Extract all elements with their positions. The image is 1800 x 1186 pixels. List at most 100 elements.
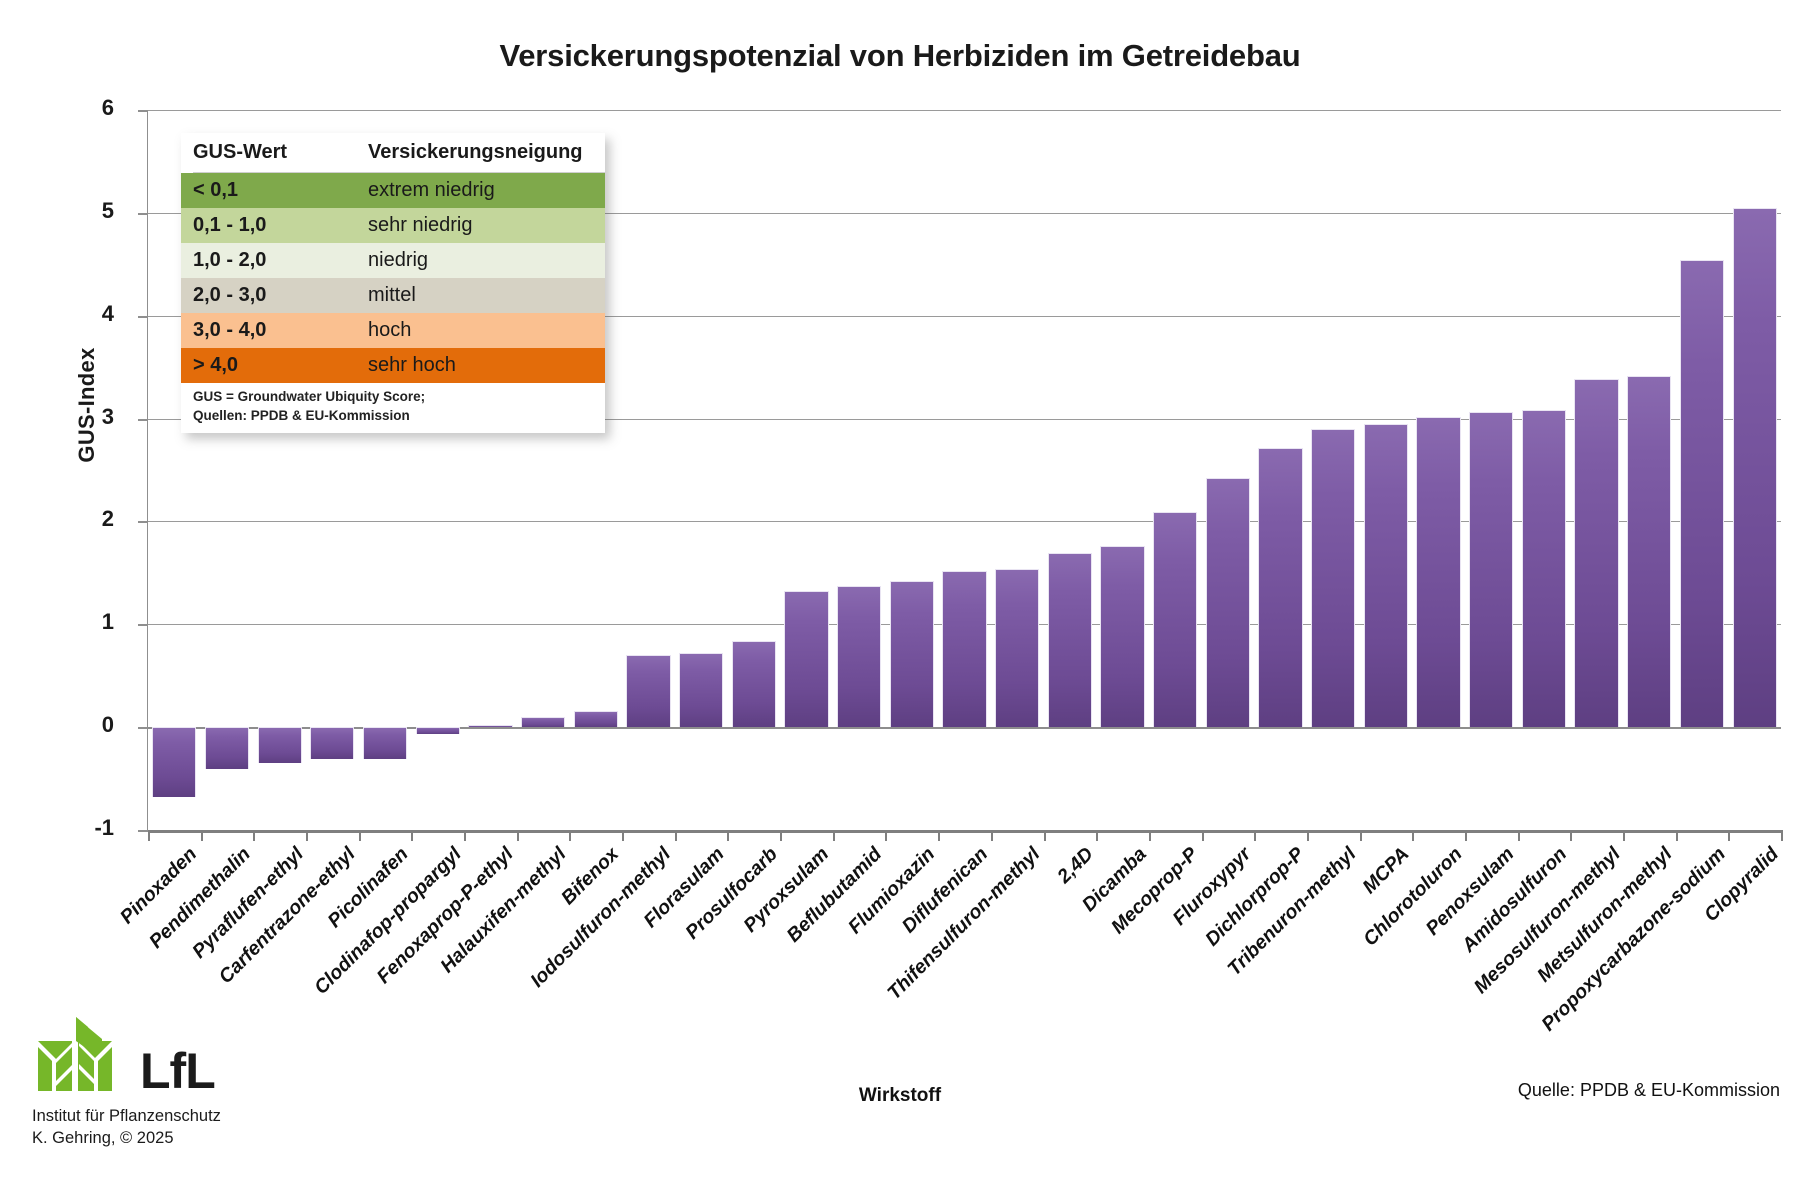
bar-slot <box>1254 110 1307 830</box>
bar[interactable] <box>1258 448 1303 728</box>
x-tick-mark <box>1570 830 1573 841</box>
x-tick-mark <box>253 830 256 841</box>
bar-slot <box>622 110 675 830</box>
y-tick-label-2: 2 <box>101 506 114 532</box>
bar[interactable] <box>1627 376 1672 728</box>
bar[interactable] <box>995 568 1040 728</box>
y-tick-mark-3 <box>138 418 148 421</box>
bar-slot <box>1570 110 1623 830</box>
bar-slot <box>1202 110 1255 830</box>
source-note: Quelle: PPDB & EU-Kommission <box>1517 1080 1780 1100</box>
bar[interactable] <box>784 591 829 728</box>
bar[interactable] <box>204 727 250 770</box>
legend-row: 2,0 - 3,0 mittel <box>181 278 605 313</box>
x-tick-mark <box>727 830 730 841</box>
bar-slot <box>1096 110 1149 830</box>
bar-slot <box>675 110 728 830</box>
bar[interactable] <box>1679 260 1725 728</box>
bar[interactable] <box>362 727 408 760</box>
bar[interactable] <box>310 727 355 760</box>
bar[interactable] <box>257 727 302 764</box>
bar-slot <box>1676 110 1729 830</box>
bar[interactable] <box>1205 478 1250 728</box>
legend-range: < 0,1 <box>193 179 239 201</box>
y-tick-label-4: 4 <box>101 300 114 326</box>
bar[interactable] <box>942 570 987 728</box>
x-tick-mark <box>832 830 835 841</box>
x-tick-mark <box>1622 830 1625 841</box>
y-tick-mark-0 <box>138 727 148 730</box>
bar-slot <box>727 110 780 830</box>
bar-slot <box>569 110 622 830</box>
x-tick-mark <box>1728 830 1731 841</box>
footer-text: Institut für Pflanzenschutz K. Gehring, … <box>32 1105 332 1150</box>
gridline-5 <box>148 212 1781 214</box>
bar[interactable] <box>1574 379 1619 728</box>
bar[interactable] <box>573 710 618 728</box>
bar[interactable] <box>1416 416 1461 728</box>
legend-note-line-1: GUS = Groundwater Ubiquity Score; <box>193 389 426 404</box>
bar-slot <box>1360 110 1413 830</box>
gridline-0 <box>148 727 1781 730</box>
bar[interactable] <box>1100 546 1145 728</box>
bar[interactable] <box>678 653 724 728</box>
bar[interactable] <box>152 727 197 798</box>
x-tick-mark <box>306 830 309 841</box>
bar[interactable] <box>731 640 776 728</box>
legend-label: mittel <box>368 284 416 306</box>
bar[interactable] <box>1521 410 1567 728</box>
bar[interactable] <box>889 581 934 728</box>
bar[interactable] <box>837 586 882 728</box>
legend-range: 0,1 - 1,0 <box>193 214 267 236</box>
footer-logo: LfL Institut für Pflanzenschutz K. Gehri… <box>32 1015 332 1150</box>
y-tick-label--1: -1 <box>94 815 114 840</box>
x-tick-mark <box>780 830 783 841</box>
legend-note: GUS = Groundwater Ubiquity Score; Quelle… <box>181 383 605 425</box>
legend-header-gus-wert: GUS-Wert <box>193 133 368 173</box>
x-tick-mark <box>1306 830 1309 841</box>
y-tick-mark-5 <box>138 212 148 215</box>
x-tick-mark <box>938 830 941 841</box>
bar[interactable] <box>1311 428 1356 728</box>
bar[interactable] <box>1047 553 1092 728</box>
bar-slot <box>148 110 201 830</box>
bar[interactable] <box>1469 412 1514 728</box>
gridline-6 <box>148 110 1781 111</box>
x-tick-mark <box>1096 830 1099 841</box>
legend-label: niedrig <box>368 249 429 271</box>
bar[interactable] <box>468 725 513 728</box>
bar-slot <box>411 110 464 830</box>
legend-header-versickerungsneigung: Versickerungsneigung <box>368 133 605 173</box>
x-tick-mark <box>674 830 677 841</box>
y-tick-label-3: 3 <box>101 403 114 429</box>
legend-note-line-2: Quellen: PPDB & EU-Kommission <box>193 408 410 424</box>
x-tick-mark <box>1412 830 1415 841</box>
x-tick-mark <box>200 830 203 841</box>
logo-wordmark: LfL <box>140 1042 216 1099</box>
bar[interactable] <box>1153 512 1198 728</box>
x-tick-mark <box>569 830 572 841</box>
x-tick-mark <box>622 830 625 841</box>
y-tick-mark--1 <box>138 830 148 832</box>
y-tick-mark-1 <box>138 624 148 627</box>
bar-slot <box>253 110 306 830</box>
x-tick-mark <box>1201 830 1204 841</box>
legend-label: sehr niedrig <box>368 214 473 236</box>
y-tick-mark-6 <box>138 110 148 112</box>
bar[interactable] <box>1363 423 1409 728</box>
bar[interactable] <box>626 655 671 728</box>
legend-label: extrem niedrig <box>368 179 495 201</box>
y-tick-label-5: 5 <box>101 197 114 223</box>
x-tick-mark <box>885 830 888 841</box>
bar-slot <box>306 110 359 830</box>
bar[interactable] <box>1732 207 1777 728</box>
legend-range: 2,0 - 3,0 <box>193 284 267 306</box>
legend-row: 0,1 - 1,0 sehr niedrig <box>181 208 605 243</box>
wheat-leaf-logo-icon <box>34 1017 116 1095</box>
x-tick-mark <box>516 830 519 841</box>
bar[interactable] <box>520 716 566 728</box>
y-tick-label-0: 0 <box>101 712 114 738</box>
bar[interactable] <box>415 727 460 735</box>
gridline-3 <box>148 418 1781 420</box>
